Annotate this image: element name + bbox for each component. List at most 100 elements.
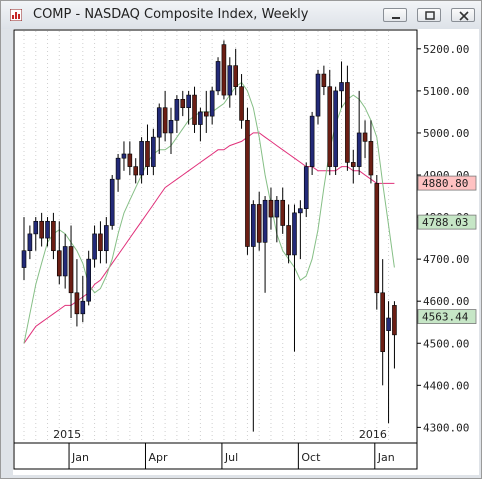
candle-body [174,98,180,121]
candle [356,90,362,176]
close-button[interactable] [451,8,475,22]
candle [56,221,62,285]
candle-body [356,132,362,167]
candle [245,107,250,255]
candle [74,259,80,327]
y-tick-label: 4700.00 [423,253,469,266]
candle-body [274,199,280,218]
candle [133,158,139,184]
candle-body [33,220,39,235]
moving-average-short-line [23,81,395,344]
restore-icon [425,11,435,20]
chart-app-icon [10,9,22,21]
candle [292,204,297,352]
candle [221,40,227,100]
candle-body [392,305,397,336]
y-tick-label: 4600.00 [423,295,469,308]
candle-body [62,246,68,277]
price-marker-box [417,214,477,230]
candle-body [233,65,238,87]
candle-body [151,136,156,167]
candle-body [221,44,227,96]
candle [274,196,280,243]
candle-body [327,86,333,167]
candle-body [139,141,144,176]
candle [27,225,33,260]
y-tick-label: 4500.00 [423,337,469,350]
candle [256,191,262,251]
y-tick-label: 4300.00 [423,421,469,434]
candle-body [115,157,121,180]
candle [145,124,150,176]
candle [350,149,356,184]
price-marker-label: 4563.44 [422,311,469,324]
candle [239,74,244,129]
minimize-button[interactable] [383,8,407,22]
candle [186,90,191,125]
candle-body [386,317,391,331]
candle-body [239,86,244,121]
candle-body [321,73,327,87]
candle-body [251,204,256,247]
candle [162,90,168,142]
candle-body [145,141,150,167]
candle-body [280,199,286,226]
candle [109,175,115,230]
date-axis-strip [13,442,418,470]
chart-area[interactable]: 5200.005100.005000.004900.004800.004700.… [13,29,479,475]
candle-body [286,225,291,256]
candle-body [215,61,221,92]
candle-body [121,153,127,159]
candle-body [109,178,115,226]
candle-body [27,233,33,252]
candle [86,250,91,306]
candle-body [156,107,162,138]
candle [368,120,374,184]
month-label: Oct [301,451,321,464]
y-tick-label: 4400.00 [423,379,469,392]
moving-average-long-line [23,132,395,344]
restore-button[interactable] [417,8,441,22]
candle [215,57,221,96]
minimize-icon [392,17,400,19]
month-label: Apr [148,451,168,464]
candle [262,196,268,293]
year-label: 2015 [53,428,81,441]
candle-body [80,300,86,315]
candle-body [39,220,44,239]
candlestick-chart[interactable]: 5200.005100.005000.004900.004800.004700.… [13,29,479,475]
candle-body [68,246,74,294]
candle [80,275,86,323]
candle [180,90,186,117]
candle [21,217,27,281]
candle-body [162,107,168,134]
candle-body [298,208,303,214]
candle-body [168,120,174,134]
candle [51,212,56,260]
candle-body [203,111,209,117]
candle-body [268,199,274,218]
title-bar[interactable]: COMP - NASDAQ Composite Index, Weekly [1,1,481,29]
candle [286,204,291,264]
candle [374,175,380,310]
y-tick-label: 5200.00 [423,43,469,56]
price-marker-label: 4788.03 [422,216,468,229]
candle [321,65,327,96]
month-label: Jan [377,451,395,464]
candle [251,200,256,432]
candle [33,217,39,251]
candle [298,200,303,260]
candle [68,225,74,319]
price-marker: 4880.80 [417,175,477,191]
price-marker-box [417,309,477,324]
candle-body [51,220,56,252]
candle-body [209,90,215,117]
window-title: COMP - NASDAQ Composite Index, Weekly [33,7,309,22]
candle [139,137,144,184]
candle-body [92,233,97,260]
candle [280,187,286,234]
candle-body [180,98,186,109]
candle [315,69,321,125]
candle-body [245,120,250,247]
candle [198,107,203,142]
